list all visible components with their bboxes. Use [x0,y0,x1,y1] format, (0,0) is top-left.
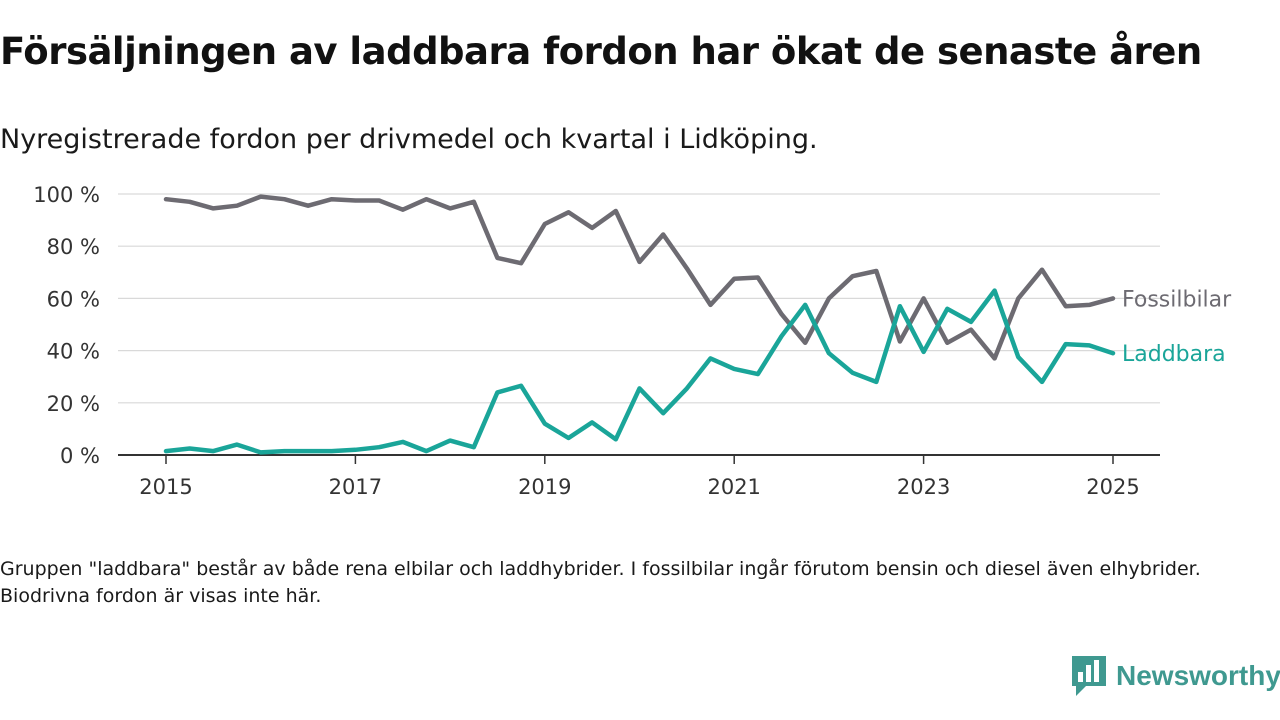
x-tick-label: 2015 [139,475,192,499]
y-tick-label: 20 % [47,392,100,416]
series-lines [163,194,1116,455]
chart-subtitle: Nyregistrerade fordon per drivmedel och … [0,124,818,155]
series-line-laddbara [163,288,1116,455]
series-labels: Fossilbilar Laddbara [1122,287,1232,367]
chart-title: Försäljningen av laddbara fordon har öka… [0,30,1202,73]
axes: 0 % 20 % 40 % 60 % 80 % 100 % 2015 2017 2019 2021… [33,183,1160,499]
x-tick-label: 2025 [1086,475,1139,499]
series-label-laddbara: Laddbara [1122,342,1226,367]
line-chart: 0 % 20 % 40 % 60 % 80 % 100 % 2015 2017 2019 2021… [33,183,1232,499]
x-tick-label: 2019 [518,475,571,499]
brand-name: Newsworthy [1116,660,1280,691]
y-tick-label: 0 % [60,444,100,468]
x-tick-label: 2017 [329,475,382,499]
y-tick-label: 60 % [47,287,100,311]
brand-logo[interactable]: Newsworthy [1072,654,1280,698]
x-tick-label: 2021 [707,475,760,499]
y-tick-label: 80 % [47,235,100,259]
y-tick-label: 40 % [47,340,100,364]
series-line-fossilbilar [163,194,1116,361]
series-label-fossilbilar: Fossilbilar [1122,287,1232,312]
gridlines [118,193,1160,404]
newsworthy-logo-icon [1072,656,1106,696]
y-tick-label: 100 % [33,183,100,207]
x-tick-label: 2023 [897,475,950,499]
footnote: Gruppen "laddbara" består av både rena e… [0,558,1201,607]
